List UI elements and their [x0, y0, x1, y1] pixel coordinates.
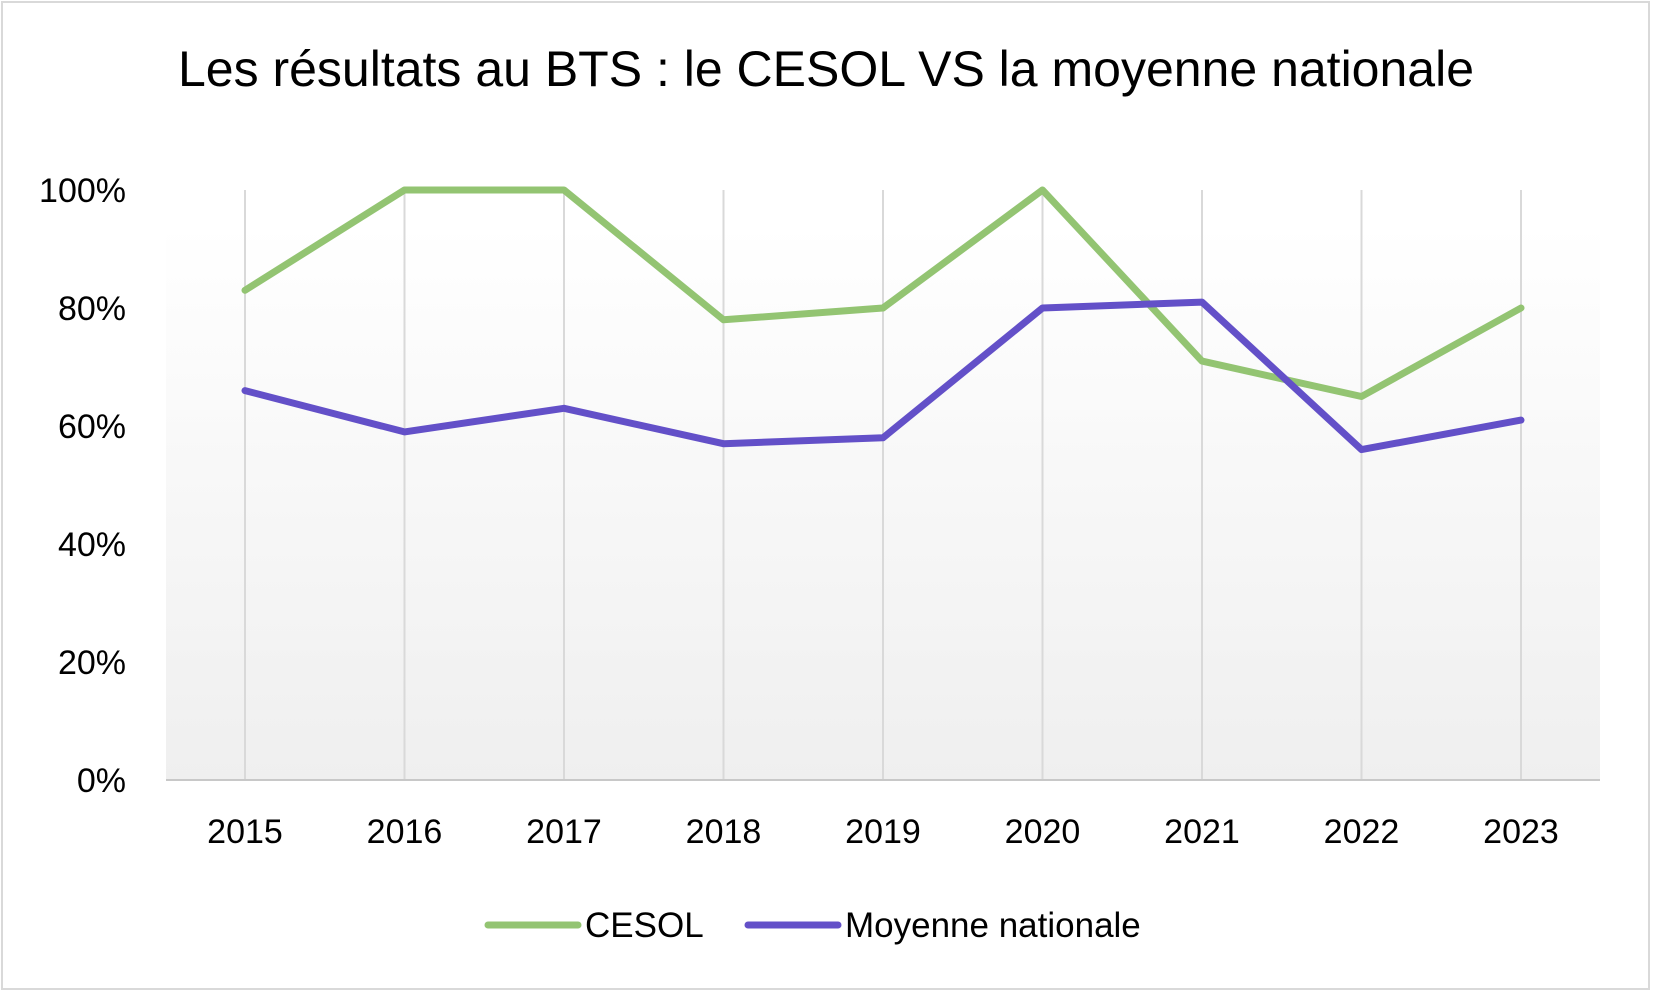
- y-tick-label: 60%: [58, 408, 126, 446]
- y-tick-label: 20%: [58, 644, 126, 682]
- y-tick-label: 80%: [58, 290, 126, 328]
- y-tick-label: 100%: [39, 172, 126, 210]
- chart-title: Les résultats au BTS : le CESOL VS la mo…: [178, 41, 1474, 97]
- y-axis-tick-labels: 0% 20% 40% 60% 80% 100%: [39, 172, 126, 800]
- legend-item-cesol: CESOL: [484, 906, 704, 945]
- series-line-moyenne-nationale: [241, 298, 1525, 454]
- legend-label-moyenne-nationale: Moyenne nationale: [845, 906, 1141, 945]
- x-tick-label: 2022: [1324, 813, 1400, 851]
- legend-label-cesol: CESOL: [585, 906, 704, 945]
- legend-item-moyenne-nationale: Moyenne nationale: [744, 906, 1141, 945]
- legend: CESOL Moyenne nationale: [484, 906, 1141, 945]
- y-tick-label: 0%: [77, 762, 126, 800]
- x-tick-label: 2021: [1164, 813, 1240, 851]
- vertical-gridlines: [244, 190, 1522, 780]
- x-axis-tick-labels: 2015 2016 2017 2018 2019 2020 2021 2022 2023: [207, 813, 1559, 851]
- series-lines: [241, 186, 1525, 454]
- x-tick-label: 2023: [1483, 813, 1559, 851]
- x-tick-label: 2016: [367, 813, 443, 851]
- x-tick-label: 2015: [207, 813, 283, 851]
- x-tick-label: 2020: [1005, 813, 1081, 851]
- y-tick-label: 40%: [58, 526, 126, 564]
- x-tick-label: 2017: [526, 813, 602, 851]
- x-tick-label: 2018: [686, 813, 762, 851]
- series-line-cesol: [241, 186, 1525, 400]
- x-tick-label: 2019: [845, 813, 921, 851]
